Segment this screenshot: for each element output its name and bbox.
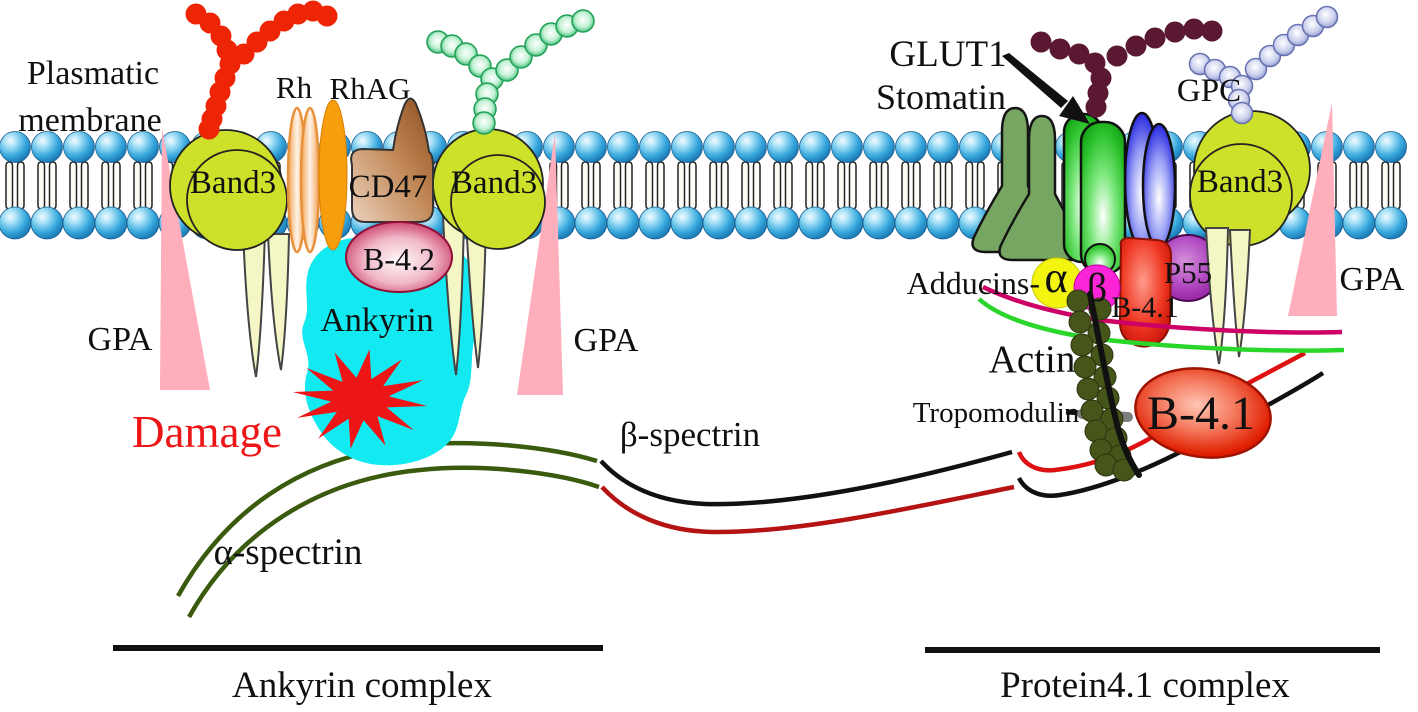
label-beta-spectrin: β-spectrin: [620, 415, 760, 454]
label-gpa-right: GPA: [1340, 261, 1405, 298]
label-b42: B-4.2: [363, 241, 435, 277]
label-adducin-beta: β: [1087, 265, 1107, 310]
beta-spectrin-strand-black: [599, 449, 1013, 507]
label-adducins-prefix: Adducins-: [907, 265, 1040, 301]
label-gpa-middle: GPA: [574, 322, 639, 359]
label-band3-left: Band3: [190, 165, 276, 201]
rhag-shape: [318, 99, 348, 251]
band3-right-tail-1: [1204, 227, 1230, 365]
alpha-spectrin-strand-1: [176, 440, 598, 598]
gpa-shape-right: [1288, 103, 1337, 316]
label-ankyrin-complex: Ankyrin complex: [232, 665, 492, 706]
label-gpa-left: GPA: [88, 321, 153, 358]
label-b41-small: B-4.1: [1111, 291, 1179, 324]
label-actin: Actin: [989, 338, 1076, 381]
label-adducin-alpha: α: [1044, 253, 1067, 302]
label-band3-middle: Band3: [451, 165, 537, 201]
beta-spectrin-strand-red: [600, 484, 1015, 535]
gpa-shape-middle: [517, 133, 563, 395]
label-rh: Rh: [276, 70, 313, 105]
actin-filament-line: [1087, 291, 1142, 478]
label-gpc: GPC: [1177, 73, 1241, 109]
spectrin-right-black: [1016, 371, 1325, 498]
b42-shape: [345, 221, 453, 293]
label-plasmatic-line2: membrane: [18, 102, 162, 139]
band3-left-tail-1: [241, 229, 267, 378]
label-ankyrin: Ankyrin: [320, 302, 433, 339]
junction-strand-pink: [982, 284, 1343, 335]
label-p55: P55: [1164, 255, 1212, 290]
band3-left-tail-2: [266, 233, 291, 371]
label-band3-right: Band3: [1197, 164, 1283, 200]
glut1-arrow-icon: [1059, 96, 1090, 124]
label-glut1: GLUT1: [889, 34, 1006, 75]
label-b41-big: B-4.1: [1147, 387, 1255, 440]
spectrin-right-red: [1016, 351, 1307, 473]
band3-right-tail-2: [1228, 229, 1252, 358]
labels-layer: Plasmatic membrane Band3 Band3 Band3 Rh …: [18, 34, 1405, 706]
damage-star-icon: [292, 349, 428, 449]
gpc-shape-front: [1141, 122, 1177, 250]
cd47-shape: [350, 97, 434, 223]
band3-middle-tail-2: [464, 219, 488, 369]
label-damage: Damage: [132, 407, 282, 457]
label-protein41-complex: Protein4.1 complex: [1000, 665, 1290, 706]
label-tropomodulin: Tropomodulin: [913, 397, 1080, 429]
label-stomatin: Stomatin: [876, 77, 1006, 117]
junction-strand-green: [977, 297, 1345, 353]
label-alpha-spectrin: α-spectrin: [214, 532, 363, 573]
label-cd47: CD47: [349, 169, 428, 205]
glycan-chains: [185, 0, 1339, 140]
band3-left-shape-front: [186, 149, 288, 251]
b41-big-shape: [1134, 367, 1272, 459]
label-plasmatic-line1: Plasmatic: [27, 55, 159, 92]
band3-middle-shape-front: [450, 154, 546, 250]
glut1-arrow-shaft: [1002, 53, 1068, 108]
rh-shape-2: [299, 106, 321, 254]
alpha-spectrin-strand-2: [187, 465, 600, 619]
label-rhag: RhAG: [330, 71, 411, 106]
